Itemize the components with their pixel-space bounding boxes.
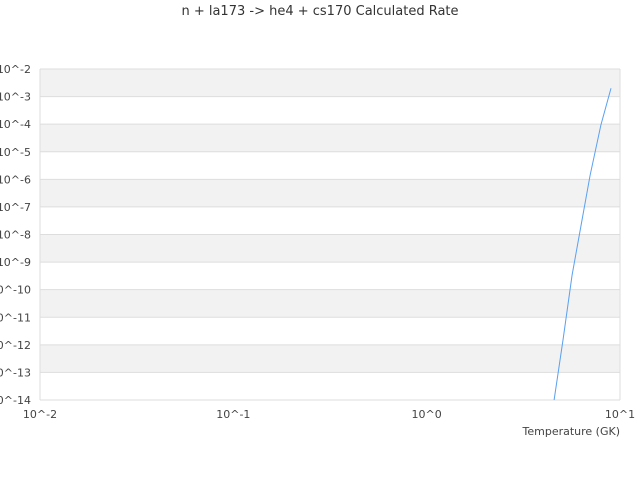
grid-band bbox=[40, 234, 620, 263]
grid-band bbox=[40, 96, 620, 125]
grid-band bbox=[40, 151, 620, 180]
y-tick-label: 10^-2 bbox=[0, 63, 31, 76]
x-tick-label: 10^1 bbox=[605, 408, 635, 421]
grid-band bbox=[40, 289, 620, 318]
y-tick-label: 10^-14 bbox=[0, 394, 31, 407]
y-tick-label: 10^-12 bbox=[0, 339, 31, 352]
y-tick-label: 10^-11 bbox=[0, 311, 31, 324]
grid-band bbox=[40, 344, 620, 373]
grid-band bbox=[40, 262, 620, 290]
y-tick-label: 10^-7 bbox=[0, 201, 31, 214]
y-tick-label: 10^-3 bbox=[0, 91, 31, 104]
grid-band bbox=[40, 317, 620, 345]
grid-band bbox=[40, 179, 620, 207]
y-tick-label: 10^-8 bbox=[0, 229, 31, 242]
y-tick-label: 10^-6 bbox=[0, 173, 31, 186]
x-tick-label: 10^0 bbox=[412, 408, 442, 421]
chart-title: n + la173 -> he4 + cs170 Calculated Rate bbox=[181, 4, 459, 19]
y-tick-label: 10^-4 bbox=[0, 118, 31, 131]
x-tick-label: 10^-1 bbox=[216, 408, 250, 421]
y-tick-label: 10^-10 bbox=[0, 284, 31, 297]
x-axis-label: Temperature (GK) bbox=[522, 425, 621, 438]
y-tick-label: 10^-9 bbox=[0, 256, 31, 269]
grid-band bbox=[40, 372, 620, 400]
grid-band bbox=[40, 69, 620, 97]
grid-band bbox=[40, 124, 620, 152]
series-line bbox=[553, 88, 612, 401]
y-tick-label: 10^-5 bbox=[0, 146, 31, 159]
x-tick-label: 10^-2 bbox=[23, 408, 57, 421]
y-tick-label: 10^-13 bbox=[0, 366, 31, 379]
grid-band bbox=[40, 206, 620, 235]
